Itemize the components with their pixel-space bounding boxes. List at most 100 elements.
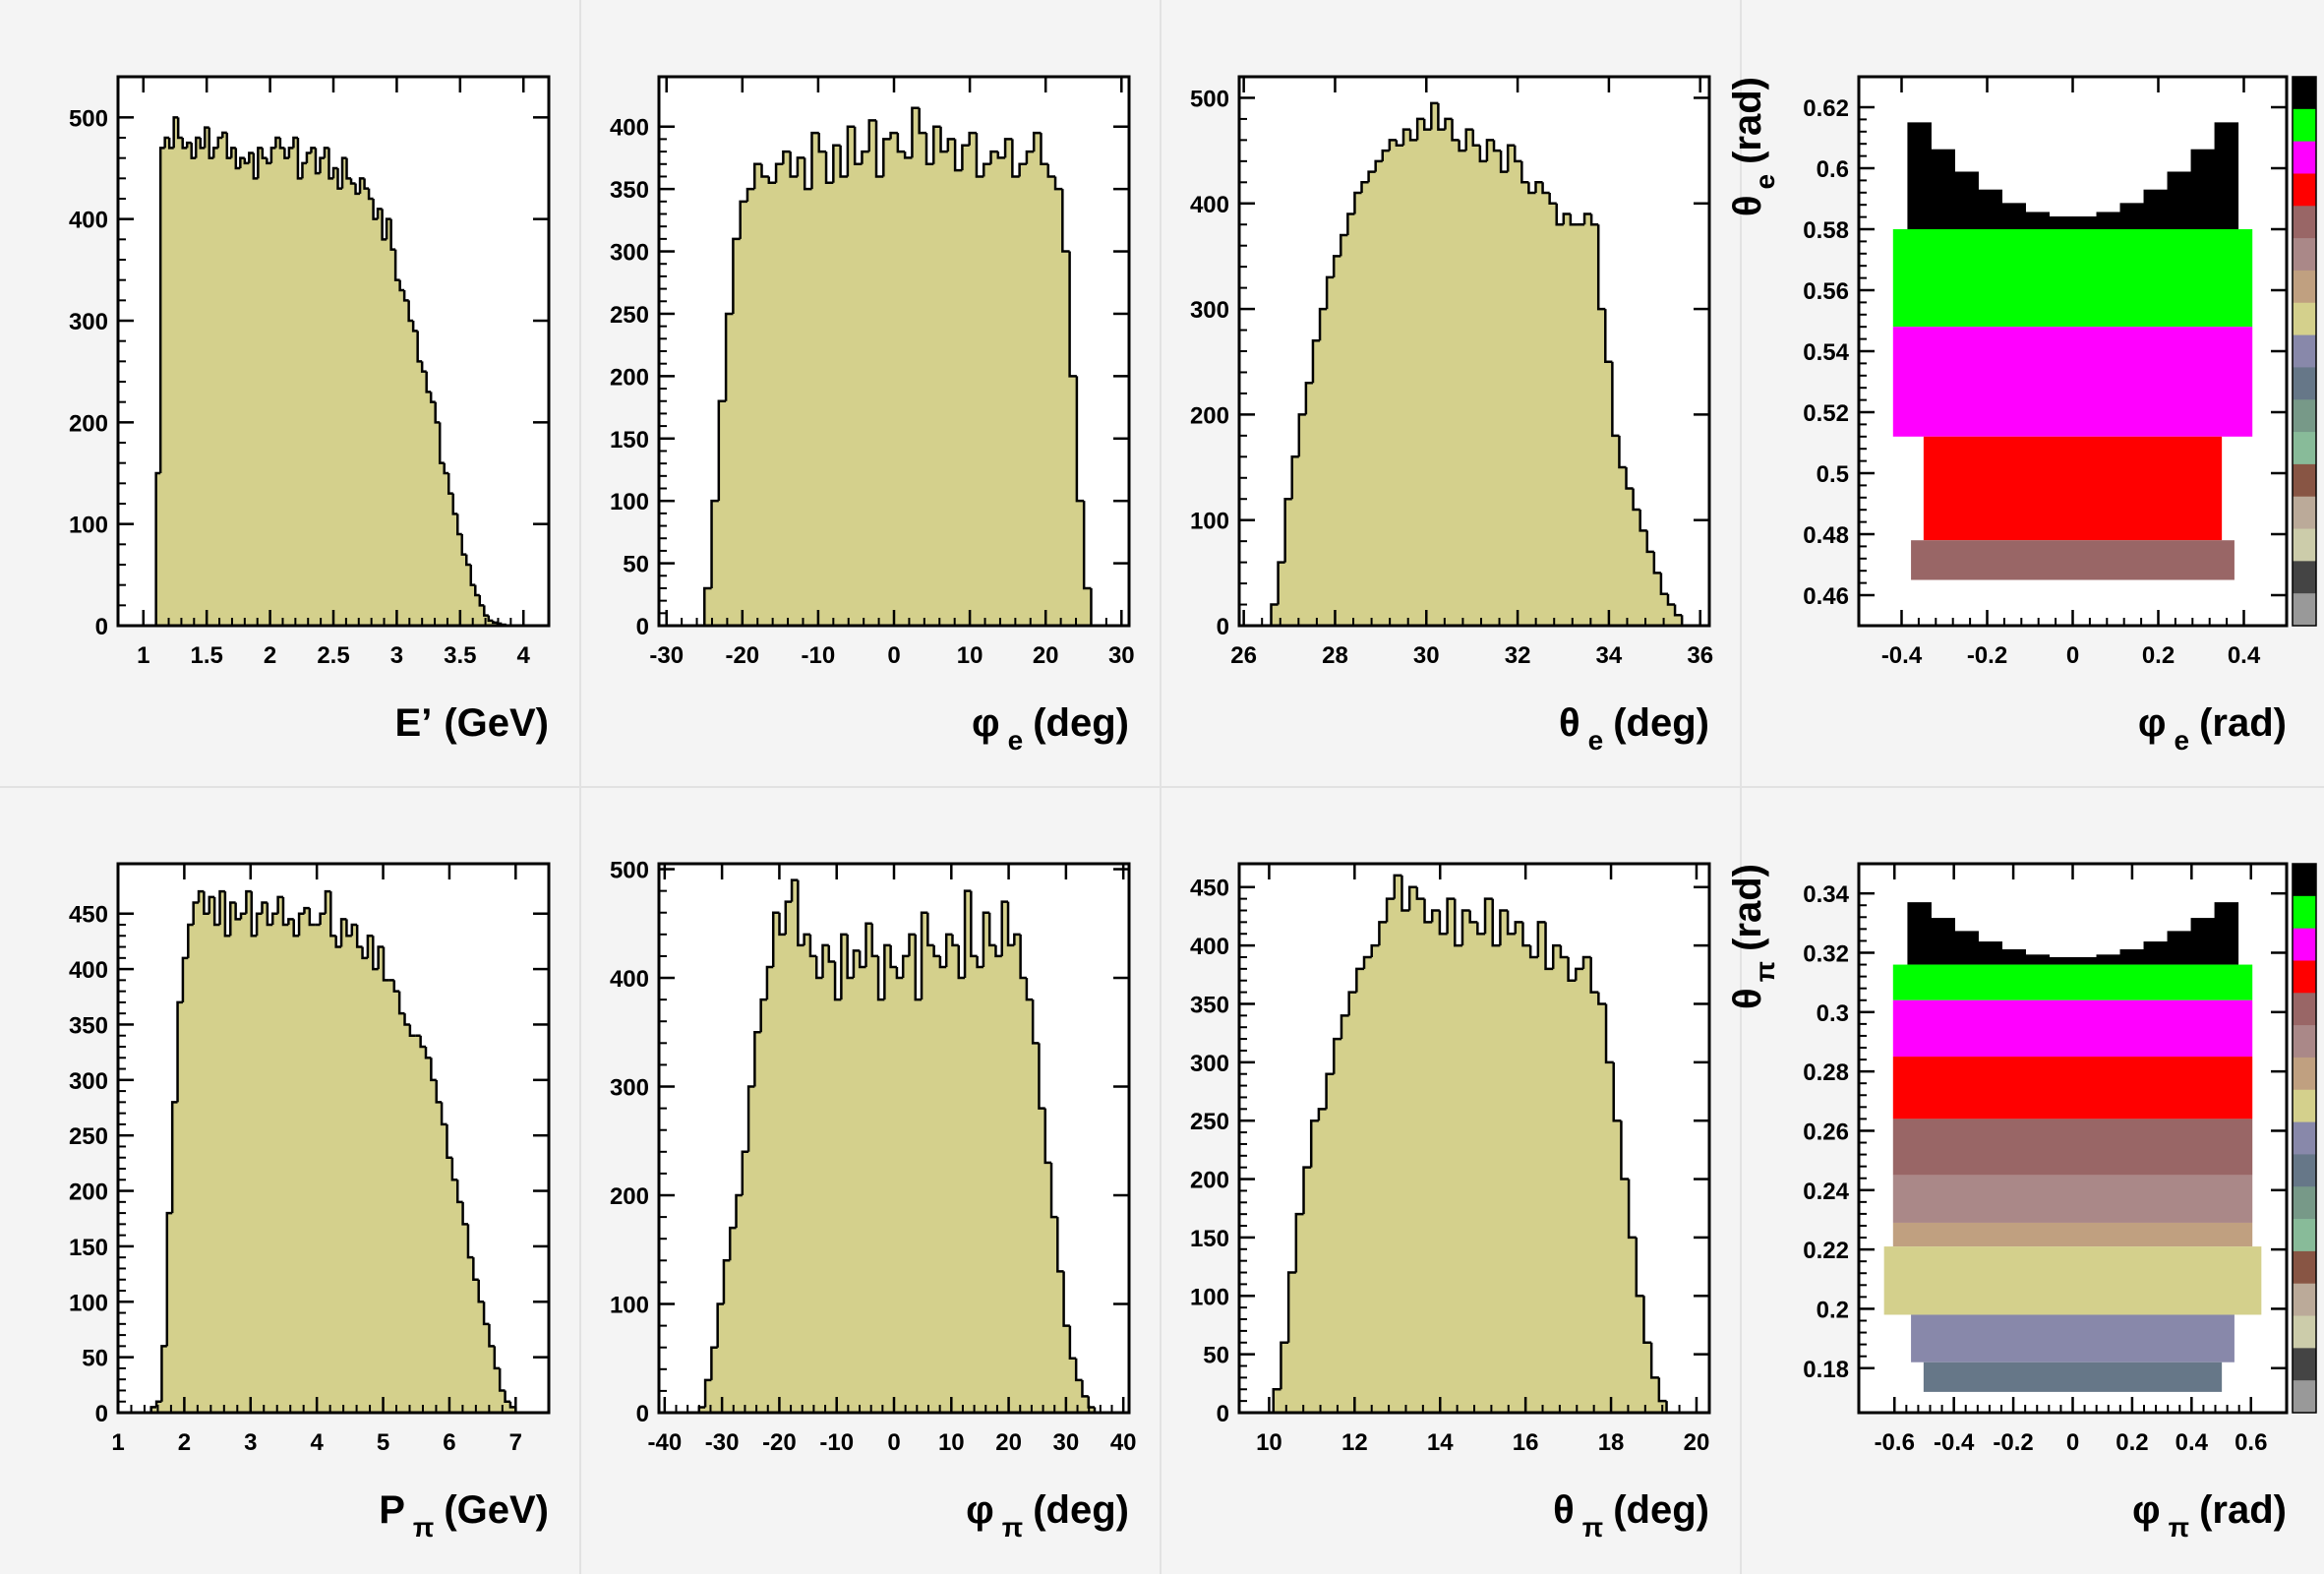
y-tick-label: 500: [69, 105, 108, 132]
chart-panel-5: 1 2 3 4 5 6 7 0 50 100 150 200 250 300 350 400 450 P π (GeV…: [69, 862, 551, 1543]
histogram-bin: [926, 912, 934, 947]
palette-swatch: [2293, 1057, 2316, 1091]
histogram-bin: [1381, 149, 1390, 161]
y-tick-label: 250: [69, 1123, 108, 1150]
histogram-bin: [996, 151, 1006, 159]
palette-swatch: [2293, 1186, 2316, 1220]
histogram-bin: [1582, 212, 1592, 225]
histogram-bin: [867, 119, 877, 152]
histogram-bin: [717, 399, 727, 502]
histogram-bin: [274, 136, 280, 149]
histogram-bin: [1521, 922, 1531, 947]
x-tick-label: 4: [310, 1429, 324, 1456]
y-tick-label: 100: [1190, 1284, 1229, 1310]
histogram-bin: [1075, 376, 1085, 503]
histogram-bin: [218, 889, 225, 925]
histogram-bin: [1639, 509, 1647, 532]
histogram-bin: [170, 1101, 178, 1214]
histogram-bin: [1551, 943, 1561, 969]
x-tick-label: 26: [1230, 642, 1257, 669]
histogram-bin: [1081, 1379, 1089, 1398]
x-tick-label: 0.2: [2115, 1429, 2148, 1456]
y-tick-label: 200: [610, 1183, 649, 1210]
y-tick-label: 0.28: [1803, 1059, 1849, 1086]
histogram-bin: [425, 371, 432, 394]
histogram-bin: [782, 150, 791, 164]
palette-swatch: [2293, 1283, 2316, 1317]
histogram-bin: [864, 922, 872, 967]
colz-cell: [2143, 941, 2169, 965]
histogram-bin: [1536, 921, 1546, 957]
histogram-bin: [334, 936, 342, 948]
x-tick-label: 0: [2066, 1429, 2079, 1456]
histogram-fill: [698, 879, 1096, 1413]
histogram-bin: [1000, 900, 1009, 956]
colz-cell: [2001, 203, 2026, 229]
y-tick-label: 0.48: [1803, 522, 1849, 549]
y-tick-label: 200: [69, 410, 108, 437]
histogram-bin: [270, 912, 278, 925]
histogram-bin: [1666, 593, 1676, 606]
histogram-bin: [1277, 561, 1285, 605]
colz-cell: [2049, 216, 2073, 229]
y-tick-label: 300: [1190, 297, 1229, 324]
histogram-bin: [239, 156, 245, 168]
colz-cell: [2190, 918, 2216, 965]
histogram-bin: [345, 919, 352, 938]
histogram-bin: [297, 912, 305, 937]
colz-cell: [2072, 216, 2098, 229]
histogram-bin: [1625, 467, 1634, 490]
y-tick-label: 300: [69, 1068, 108, 1095]
x-axis-label: φ e (deg): [972, 701, 1129, 756]
histogram-bin: [759, 998, 767, 1033]
histogram-bin: [234, 902, 242, 921]
x-tick-label: 20: [995, 1429, 1022, 1456]
histogram-bin: [746, 1085, 755, 1152]
histogram-bin: [1053, 176, 1063, 191]
histogram-bin: [208, 895, 215, 914]
histogram-bin: [710, 1346, 718, 1380]
histogram-bin: [1541, 182, 1550, 195]
histogram-bin: [149, 1406, 157, 1413]
histogram-bin: [1374, 159, 1383, 172]
x-tick-label: -20: [725, 642, 759, 669]
x-tick-label: 30: [1413, 642, 1440, 669]
histogram-bin: [852, 949, 861, 979]
histogram-bin: [393, 249, 400, 281]
histogram-bin: [1499, 151, 1509, 173]
histogram-bin: [976, 955, 983, 969]
histogram-bin: [408, 1024, 416, 1037]
histogram-bin: [840, 933, 848, 1000]
palette-swatch: [2293, 960, 2316, 994]
histogram-bin: [438, 422, 445, 464]
histogram-bin: [382, 946, 389, 982]
x-tick-label: 7: [509, 1429, 522, 1456]
x-tick-label: -0.6: [1875, 1429, 1915, 1456]
histogram-bin: [1460, 909, 1470, 946]
x-tick-label: 32: [1505, 642, 1531, 669]
colz-band: [1892, 1119, 2253, 1176]
histogram-bin: [389, 218, 396, 251]
histogram-bin: [1612, 1061, 1622, 1122]
chart-panel-2: -30 -20 -10 0 10 20 30050100150200250300350400…: [610, 75, 1135, 756]
x-axis-label: θ e (deg): [1559, 701, 1709, 756]
histogram-bin: [735, 1193, 743, 1229]
colz-cell: [1954, 931, 1979, 965]
y-tick-label: 0.58: [1803, 217, 1849, 244]
histogram-bin: [1346, 212, 1355, 235]
histogram-bin: [814, 955, 823, 980]
histogram-bin: [1056, 1217, 1064, 1273]
histogram-bin: [443, 462, 449, 475]
palette-swatch: [2293, 593, 2316, 627]
x-tick-label: 1: [137, 642, 149, 669]
palette-swatch: [2293, 1025, 2316, 1059]
histogram-bin: [243, 157, 250, 165]
histogram-bin: [419, 1035, 426, 1049]
histogram-bin: [808, 934, 817, 958]
y-tick-label: 0.22: [1803, 1238, 1849, 1264]
y-tick-label: 0: [95, 614, 108, 640]
y-tick-label: 400: [610, 115, 649, 142]
palette-swatch: [2293, 1154, 2316, 1187]
histogram-bin: [276, 895, 283, 914]
histogram-bin: [1492, 140, 1502, 152]
